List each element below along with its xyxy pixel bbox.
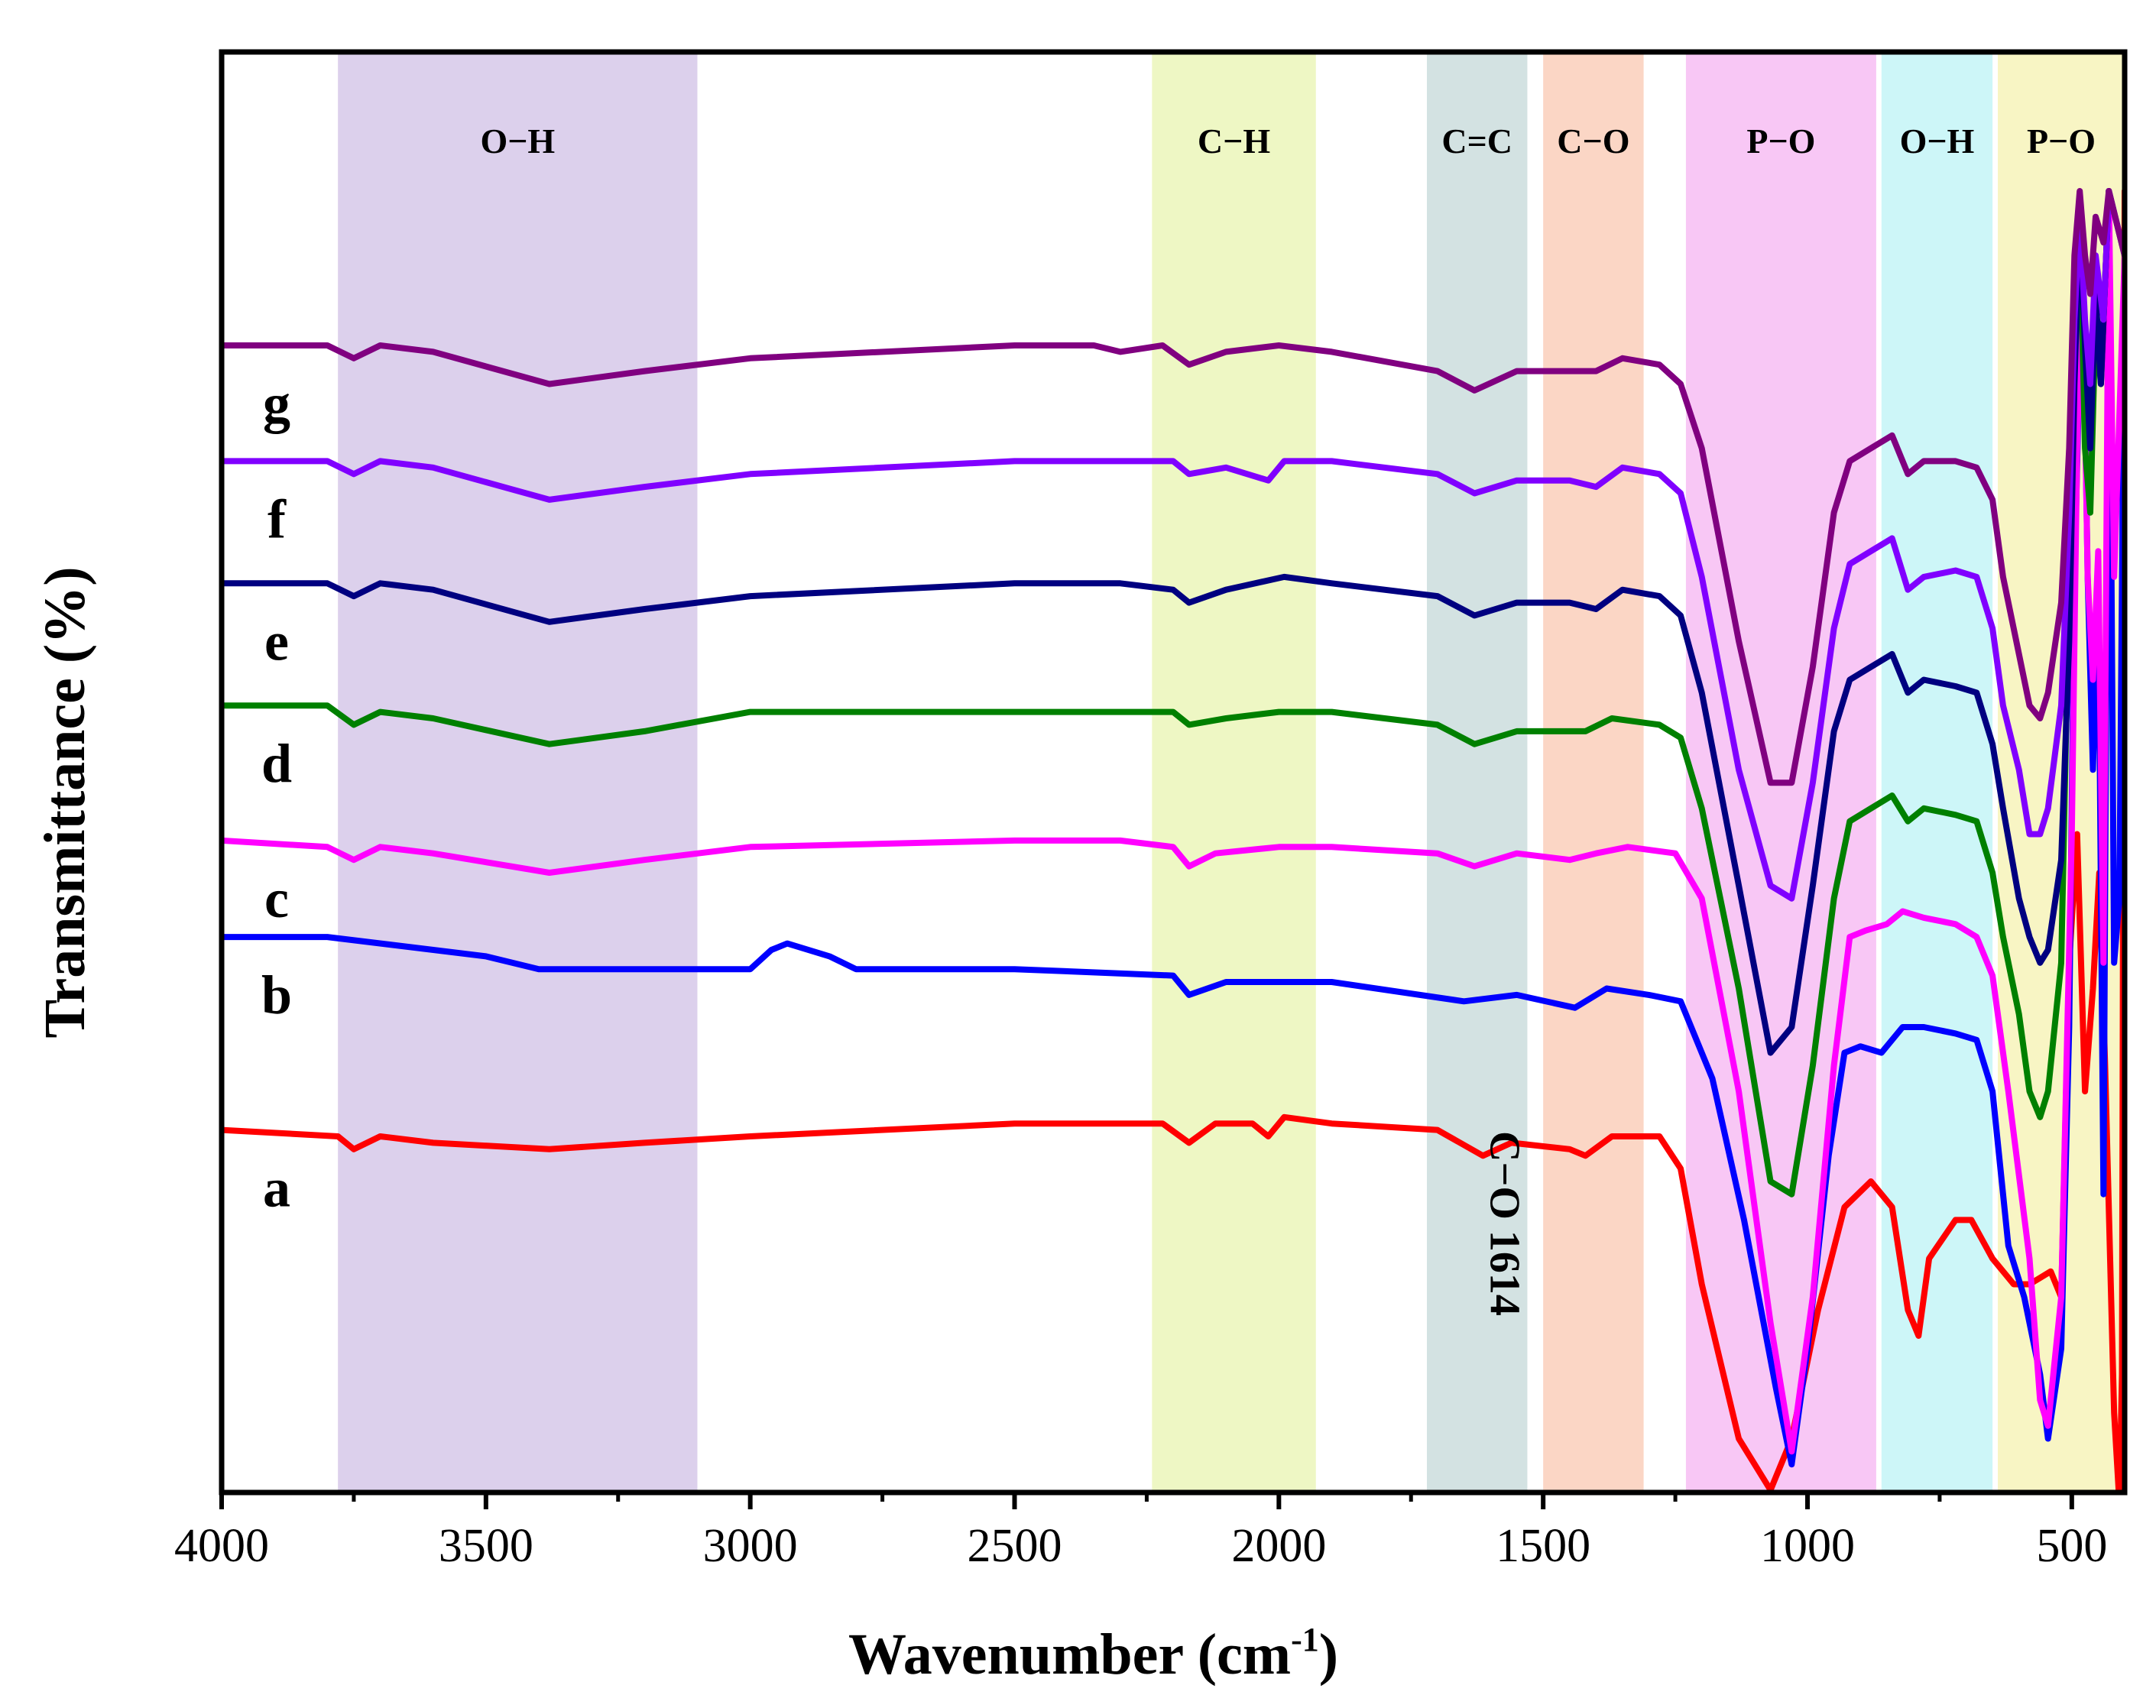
x-tick-label-3500: 3500 [439, 1520, 533, 1572]
band-label-1: C−H [1198, 122, 1270, 160]
band-0 [338, 52, 698, 1492]
band-label-2: C=C [1441, 122, 1512, 160]
band-label-6: P−O [2027, 122, 2096, 160]
band-label-5: O−H [1900, 122, 1975, 160]
series-label-f: f [267, 488, 287, 549]
band-3 [1543, 52, 1644, 1492]
x-axis-title-sup: -1 [1291, 1621, 1319, 1658]
x-tick-label-500: 500 [2036, 1520, 2107, 1572]
series-label-g: g [263, 373, 290, 434]
band-1 [1152, 52, 1316, 1492]
series-line-f [222, 188, 2125, 902]
series-label-a: a [263, 1158, 290, 1219]
x-tick-label-1500: 1500 [1496, 1520, 1590, 1572]
series-label-c: c [264, 868, 289, 929]
band-label-0: O−H [480, 122, 555, 160]
series-line-g [222, 188, 2125, 786]
y-axis-title: Transmittance (%) [33, 566, 97, 1038]
spectra-series [222, 188, 2125, 1492]
annotation-0: C−O 1614 [1480, 1131, 1528, 1316]
series-labels: a bc de fg [261, 373, 292, 1219]
x-tick-label-3000: 3000 [703, 1520, 798, 1572]
x-tick-label-2000: 2000 [1231, 1520, 1326, 1572]
band-2 [1427, 52, 1528, 1492]
x-tick-label-1000: 1000 [1760, 1520, 1855, 1572]
band-labels: O−H C−H C=C C−O P−O O−H P−O [480, 122, 2096, 160]
annotations: C−O 1614 [1480, 1131, 1528, 1316]
series-label-e: e [264, 611, 289, 672]
axes: 4000 3500 3000 2500 2000 1500 1000 500 [174, 49, 2128, 1572]
band-label-4: P−O [1746, 122, 1815, 160]
x-axis-title-close: ) [1319, 1622, 1338, 1687]
x-tick-label-2500: 2500 [968, 1520, 1062, 1572]
band-5 [1881, 52, 1993, 1492]
series-line-e [222, 188, 2125, 1056]
x-tick-label-4000: 4000 [174, 1520, 269, 1572]
plot-frame [219, 49, 2128, 1496]
series-label-b: b [261, 964, 292, 1026]
series-line-c [222, 188, 2125, 1455]
band-label-3: C−O [1557, 122, 1629, 160]
x-axis-title-text: Wavenumber (cm [848, 1622, 1291, 1687]
band-regions [338, 52, 2125, 1492]
series-label-d: d [261, 733, 292, 794]
x-axis-title: Wavenumber (cm-1) [848, 1621, 1338, 1687]
